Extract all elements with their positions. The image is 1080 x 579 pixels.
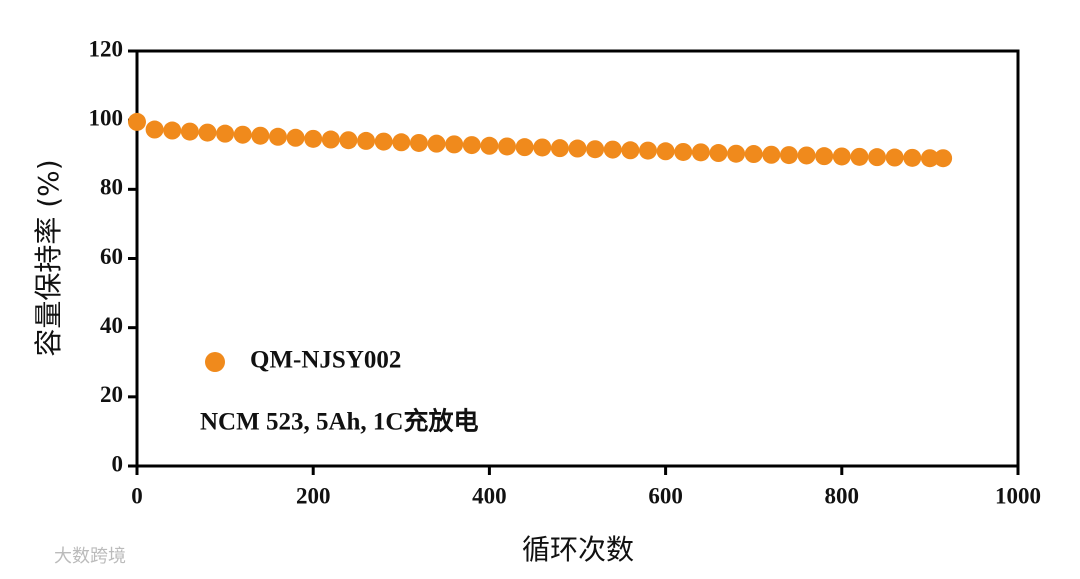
data-point <box>568 139 587 158</box>
data-point <box>321 130 340 149</box>
data-point <box>409 133 428 152</box>
y-tick-label: 20 <box>100 382 123 407</box>
data-point <box>480 136 499 155</box>
data-point <box>691 143 710 162</box>
y-tick-label: 80 <box>100 175 123 200</box>
legend-marker <box>205 352 225 372</box>
data-point <box>268 127 287 146</box>
y-tick-label: 40 <box>100 313 123 338</box>
data-point <box>603 140 622 159</box>
data-point <box>374 132 393 151</box>
data-point <box>797 146 816 165</box>
y-tick-label: 60 <box>100 244 123 269</box>
y-tick-label: 100 <box>89 105 124 130</box>
data-point <box>533 138 552 157</box>
data-point <box>850 147 869 166</box>
data-point <box>762 145 781 164</box>
annotation: NCM 523, 5Ah, 1C充放电 <box>200 407 478 436</box>
data-point <box>586 140 605 159</box>
data-point <box>638 141 657 160</box>
data-point <box>357 131 376 150</box>
y-axis-label: 容量保持率 (%) <box>32 159 65 356</box>
y-tick-label: 0 <box>112 451 124 476</box>
data-point <box>198 123 217 142</box>
x-axis-label: 循环次数 <box>522 533 634 566</box>
data-point <box>180 122 199 141</box>
data-point <box>498 137 517 156</box>
x-tick-label: 800 <box>825 483 860 508</box>
data-point <box>304 129 323 148</box>
data-point <box>515 138 534 157</box>
data-point <box>744 145 763 164</box>
x-tick-label: 200 <box>296 483 331 508</box>
x-tick-label: 400 <box>472 483 507 508</box>
data-point <box>233 125 252 144</box>
data-point <box>427 134 446 153</box>
data-point <box>163 121 182 140</box>
data-point <box>903 148 922 167</box>
data-point <box>934 149 953 168</box>
data-point <box>868 148 887 167</box>
data-point <box>621 141 640 160</box>
y-tick-label: 120 <box>89 36 124 61</box>
data-point <box>339 131 358 150</box>
plot-frame <box>135 49 1020 468</box>
data-point <box>779 146 798 165</box>
data-point <box>145 120 164 139</box>
data-point <box>286 128 305 147</box>
watermark: 大数跨境 <box>54 546 126 567</box>
data-point <box>462 136 481 155</box>
x-tick-label: 1000 <box>995 483 1041 508</box>
legend-label: QM-NJSY002 <box>250 347 401 374</box>
data-point <box>656 142 675 161</box>
data-point <box>709 144 728 163</box>
data-point <box>445 135 464 154</box>
data-point <box>815 147 834 166</box>
data-point <box>920 149 939 168</box>
x-tick-label: 0 <box>131 483 143 508</box>
data-point <box>727 144 746 163</box>
data-point <box>550 139 569 158</box>
data-point <box>251 126 270 145</box>
x-tick-label: 600 <box>648 483 683 508</box>
data-point <box>674 142 693 161</box>
data-point <box>128 112 146 131</box>
data-point <box>216 124 235 143</box>
data-point <box>885 148 904 167</box>
data-point <box>392 133 411 152</box>
data-point <box>832 147 851 166</box>
